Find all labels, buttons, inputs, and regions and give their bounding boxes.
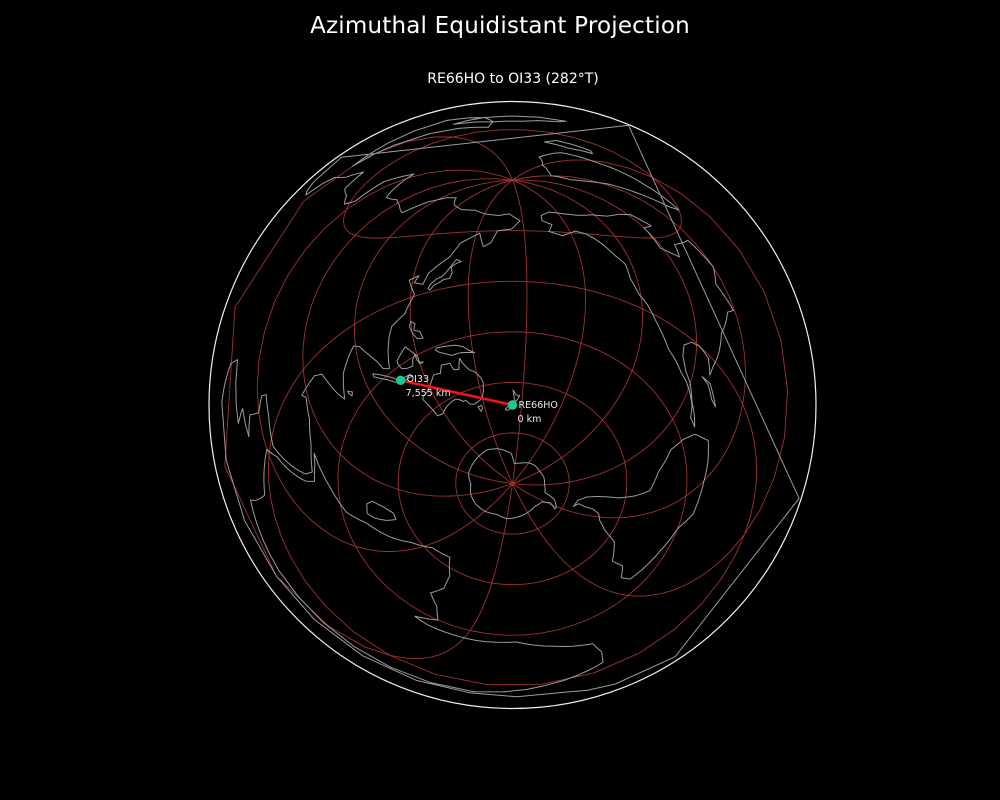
figure-title: Azimuthal Equidistant Projection: [310, 13, 690, 39]
map-subtitle: RE66HO to OI33 (282°T): [427, 71, 599, 87]
great-circle-path: [399, 379, 514, 407]
dx-station-label: OI33: [406, 374, 429, 386]
home-distance-label: 0 km: [517, 414, 542, 425]
graticule-lines: [224, 129, 789, 686]
home-station-marker: [507, 400, 518, 410]
home-station-label: RE66HO: [518, 400, 558, 411]
dx-station-marker: [395, 375, 406, 386]
map-boundary-circle: [208, 100, 817, 710]
dx-distance-label: 7,555 km: [405, 388, 451, 400]
